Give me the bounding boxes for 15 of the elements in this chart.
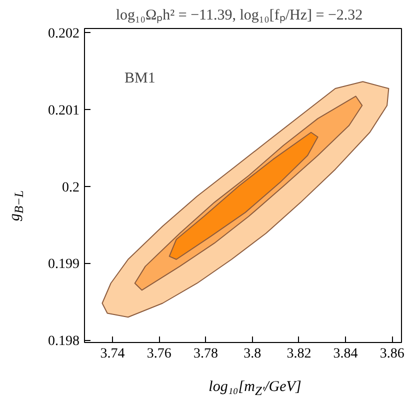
x-tick-label: 3.84	[333, 346, 358, 362]
x-tick-label: 3.74	[100, 346, 125, 362]
x-tick-label: 3.8	[244, 346, 262, 362]
x-tick-label: 3.76	[146, 346, 172, 362]
y-tick-label: 0.199	[48, 257, 80, 272]
y-tick-label: 0.2	[62, 180, 80, 196]
x-tick-label: 3.82	[286, 346, 312, 362]
x-axis-title: log₁₀[m$_{Z′}$/GeV]	[208, 378, 302, 400]
y-tick-label: 0.198	[48, 334, 80, 350]
y-tick-label: 0.202	[48, 26, 80, 42]
y-tick-label: 0.201	[48, 103, 80, 118]
x-tick-label: 3.78	[193, 346, 218, 362]
x-tick-label: 3.86	[380, 346, 404, 362]
annotation: BM1	[124, 70, 156, 86]
chart-title: log₁₀Ωₚh² = −11.39, log₁₀[fₚ/Hz] = −2.32	[116, 8, 363, 24]
